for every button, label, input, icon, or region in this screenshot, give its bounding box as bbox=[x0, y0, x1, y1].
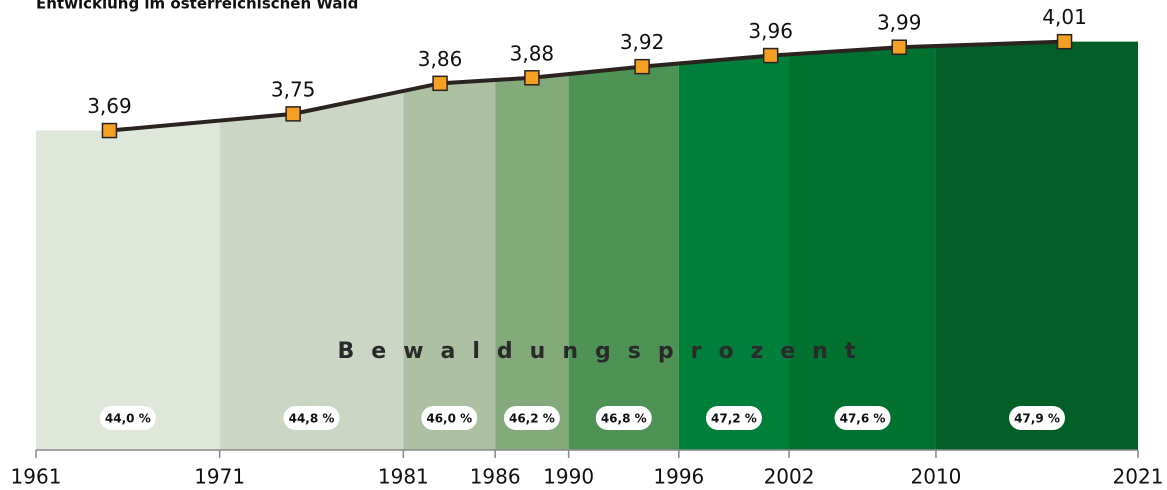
marker bbox=[634, 58, 650, 75]
value-label: 3,88 bbox=[510, 41, 555, 65]
marker bbox=[762, 47, 779, 64]
value-label: 3,92 bbox=[620, 30, 665, 54]
band bbox=[403, 41, 496, 450]
band bbox=[36, 41, 220, 450]
marker bbox=[432, 75, 448, 92]
value-label: 3,75 bbox=[271, 77, 316, 101]
value-label: 4,01 bbox=[1042, 5, 1087, 29]
annotation: Bewaldungsprozent bbox=[338, 339, 873, 364]
x-tick-label: 2002 bbox=[764, 465, 815, 489]
value-label: 3,99 bbox=[877, 11, 922, 35]
band-label-pill bbox=[503, 406, 560, 430]
band-label-pill bbox=[705, 406, 762, 430]
x-tick-label: 2010 bbox=[911, 465, 962, 489]
value-label: 3,86 bbox=[418, 47, 463, 71]
x-tick-label: 1990 bbox=[543, 465, 594, 489]
marker bbox=[891, 39, 907, 55]
band bbox=[678, 41, 790, 450]
band-label: 46,2 % bbox=[509, 412, 555, 426]
x-tick-label: 1961 bbox=[11, 465, 62, 489]
band-label: 44,8 % bbox=[289, 412, 335, 426]
marker bbox=[1056, 33, 1073, 50]
x-tick-label: 1996 bbox=[653, 465, 704, 489]
band bbox=[789, 41, 936, 450]
band bbox=[219, 41, 404, 450]
line bbox=[109, 39, 1065, 133]
value-label: 3,96 bbox=[748, 19, 793, 43]
band-label-pill bbox=[421, 406, 478, 430]
band-label: 47,9 % bbox=[1014, 412, 1060, 426]
band bbox=[568, 41, 679, 450]
band bbox=[935, 41, 1138, 450]
chart-title: Entwicklung im österreichischen Wald bbox=[36, 0, 358, 13]
band-label: 47,6 % bbox=[840, 412, 886, 426]
band-label: 47,2 % bbox=[711, 412, 757, 426]
band-label-pill bbox=[834, 406, 891, 430]
band-label-pill bbox=[283, 406, 340, 430]
band-label: 46,8 % bbox=[601, 412, 647, 426]
band-label-pill bbox=[595, 406, 652, 430]
x-tick-label: 2021 bbox=[1113, 465, 1164, 489]
marker bbox=[524, 70, 540, 86]
band-label: 44,0 % bbox=[105, 412, 151, 426]
marker bbox=[285, 106, 301, 122]
band-label-pill bbox=[99, 406, 156, 430]
x-tick-label: 1986 bbox=[470, 465, 521, 489]
marker bbox=[101, 122, 118, 139]
x-tick-label: 1971 bbox=[194, 465, 245, 489]
band-label: 46,0 % bbox=[426, 412, 472, 426]
x-tick-label: 1981 bbox=[378, 465, 429, 489]
bands bbox=[36, 41, 1138, 450]
band bbox=[495, 41, 569, 450]
band-label-pill bbox=[1008, 406, 1065, 430]
value-label: 3,69 bbox=[87, 94, 132, 118]
